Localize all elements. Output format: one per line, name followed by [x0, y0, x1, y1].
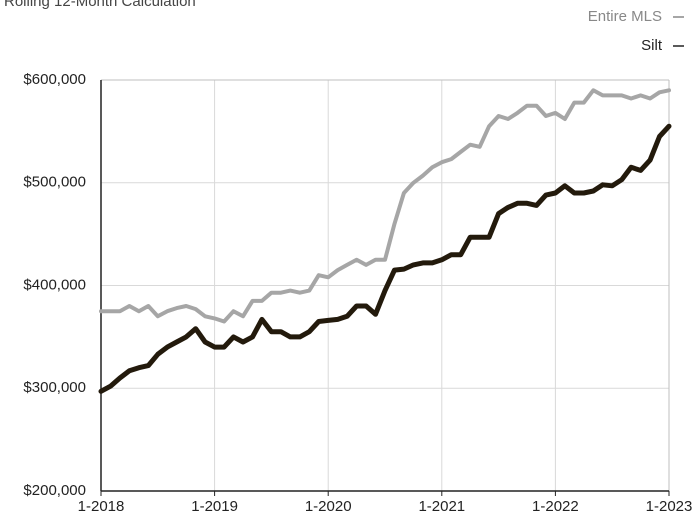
x-tick-label: 1-2021	[418, 498, 465, 515]
x-tick-label: 1-2018	[78, 498, 125, 515]
y-tick-label: $400,000	[23, 276, 86, 293]
y-tick-label: $600,000	[23, 71, 86, 88]
x-tick-label: 1-2020	[305, 498, 352, 515]
legend-label: Entire MLS	[588, 8, 662, 25]
y-tick-label: $300,000	[23, 379, 86, 396]
x-tick-label: 1-2022	[532, 498, 579, 515]
y-tick-label: $500,000	[23, 174, 86, 191]
x-tick-label: 1-2019	[191, 498, 238, 515]
chart-title: Rolling 12-Month Calculation	[4, 0, 196, 10]
x-tick-label: 1-2023	[646, 498, 693, 515]
line-series	[98, 123, 672, 394]
legend-label: Silt	[641, 37, 663, 54]
y-tick-label: $200,000	[23, 482, 86, 499]
line-series	[99, 88, 671, 324]
